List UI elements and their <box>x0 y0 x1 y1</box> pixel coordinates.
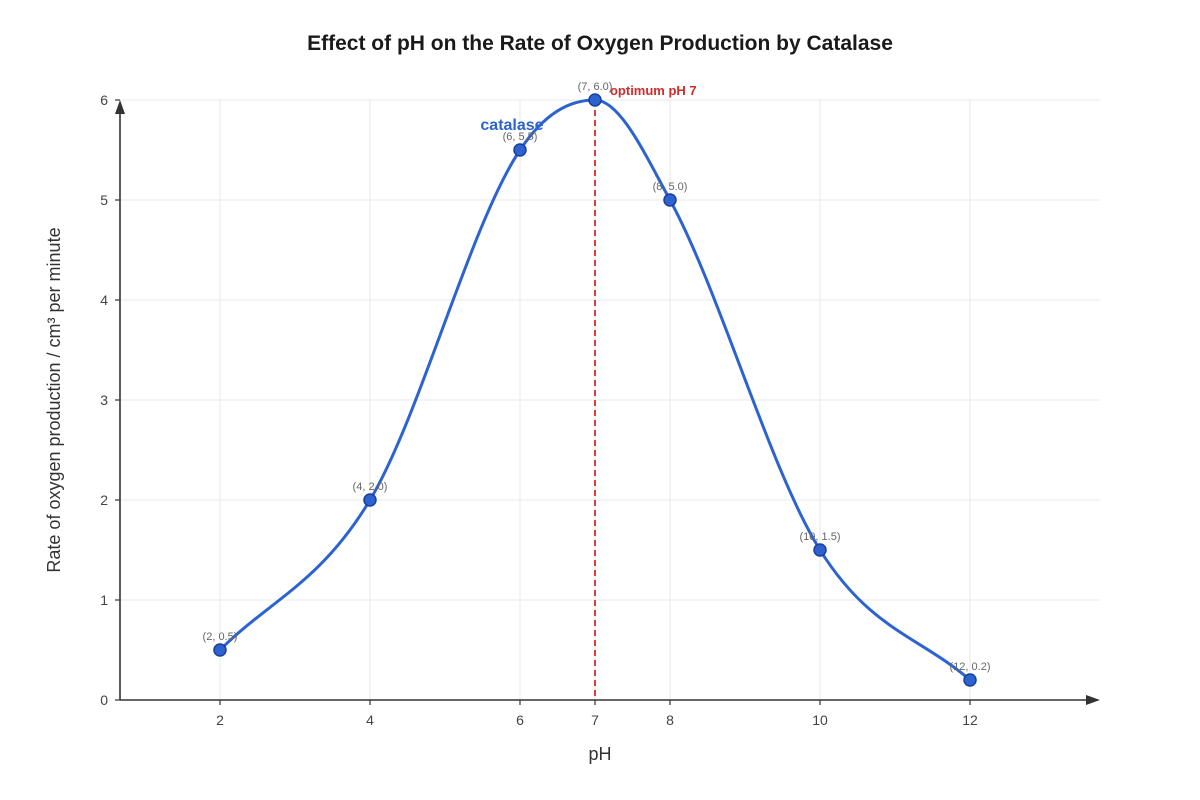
chart-title: Effect of pH on the Rate of Oxygen Produ… <box>307 32 893 55</box>
y-tick-label: 4 <box>100 292 108 308</box>
data-point <box>813 543 827 557</box>
annotations: optimum pH 7 <box>594 83 697 700</box>
data-point-label: (7, 6.0) <box>578 81 613 93</box>
x-tick-label: 7 <box>591 712 599 728</box>
y-axis-title: Rate of oxygen production / cm³ per minu… <box>44 227 64 572</box>
x-tick-label: 10 <box>812 712 828 728</box>
series: (2, 0.5) (4, 2.0) (6, 5.5) (7, 6.0) (8, 5.0)… <box>203 81 991 687</box>
data-point-label: (2, 0.5) <box>203 631 238 643</box>
x-axis-title: pH <box>588 744 611 764</box>
x-tick-label: 8 <box>666 712 674 728</box>
data-point <box>363 493 377 507</box>
data-point-label: (12, 0.2) <box>950 661 991 673</box>
data-point <box>663 193 677 207</box>
y-tick-label: 2 <box>100 492 108 508</box>
data-point <box>513 143 527 157</box>
data-point <box>588 93 602 107</box>
data-point <box>963 673 977 687</box>
x-tick-label: 4 <box>366 712 374 728</box>
axes <box>115 100 1100 705</box>
y-axis-arrow <box>115 100 125 114</box>
data-point-label: (8, 5.0) <box>653 181 688 193</box>
x-tick-label: 6 <box>516 712 524 728</box>
y-tick-label: 1 <box>100 592 108 608</box>
x-tick-label: 12 <box>962 712 978 728</box>
optimum-label: optimum pH 7 <box>610 83 697 98</box>
x-tick-label: 2 <box>216 712 224 728</box>
y-tick-label: 6 <box>100 92 108 108</box>
data-point-label: (4, 2.0) <box>353 481 388 493</box>
data-point-label: (6, 5.5) <box>503 131 538 143</box>
y-tick-label: 3 <box>100 392 108 408</box>
y-tick-label: 0 <box>100 692 108 708</box>
y-tick-label: 5 <box>100 192 108 208</box>
x-axis-arrow <box>1086 695 1100 705</box>
data-point-label: (10, 1.5) <box>800 531 841 543</box>
data-point <box>213 643 227 657</box>
series-name-label: catalase <box>480 117 543 134</box>
